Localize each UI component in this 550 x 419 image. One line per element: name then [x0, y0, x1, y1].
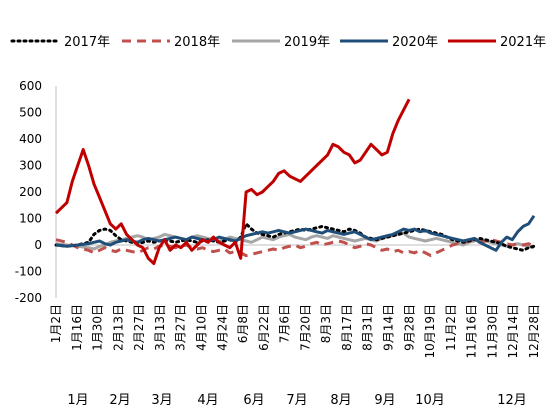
- legend-label: 2018年: [174, 35, 220, 50]
- x-axis: 1月2日 1月16日 1月30日 2月13日 2月27日 3月13日 3月27日 4月10日 4…: [49, 244, 541, 408]
- legend-label: 2019年: [284, 35, 330, 50]
- chart-legend: 2017年 2018年 2019年 2020年 2021年: [10, 35, 546, 50]
- x-tick-label: 11月30日: [485, 304, 499, 359]
- y-tick-label: 300: [19, 159, 42, 173]
- month-label: 8月: [330, 393, 351, 408]
- x-tick-label: 12月28日: [527, 304, 541, 359]
- x-tick-label: 10月19日: [423, 304, 437, 359]
- y-tick-label: 500: [19, 106, 42, 120]
- x-tick-label: 6月22日: [257, 304, 271, 351]
- y-tick-label: 600: [19, 79, 42, 93]
- x-tick-label: 8月17日: [340, 304, 354, 351]
- series-layer: [54, 98, 536, 266]
- y-tick-label: 100: [19, 212, 42, 226]
- x-tick-label: 4月24日: [215, 304, 229, 351]
- x-tick-label: 9月28日: [402, 304, 416, 351]
- legend-label: 2021年: [500, 35, 546, 50]
- month-label: 12月: [497, 393, 527, 408]
- x-tick-label: 7月6日: [278, 304, 292, 343]
- x-tick-label: 1月2日: [49, 304, 63, 343]
- x-tick-label: 1月16日: [70, 304, 84, 351]
- x-tick-label: 3月13日: [153, 304, 167, 351]
- x-tick-label: 8月3日: [319, 304, 333, 343]
- x-tick-label: 3月27日: [174, 304, 188, 351]
- x-tick-label: 1月30日: [91, 304, 105, 351]
- legend-label: 2017年: [64, 35, 110, 50]
- series-line-2021年: [54, 98, 411, 266]
- x-tick-label: 11月16日: [465, 304, 479, 359]
- series-line-2018年: [55, 238, 535, 258]
- y-axis: -200 -100 0 100 200 300 400 500 600: [15, 79, 57, 305]
- y-tick-label: -200: [15, 291, 42, 305]
- y-tick-label: 0: [34, 238, 42, 252]
- month-label: 4月: [197, 393, 218, 408]
- month-label: 2月: [109, 393, 130, 408]
- x-tick-label: 2月13日: [111, 304, 125, 351]
- x-tick-label: 8月31日: [361, 304, 375, 351]
- x-tick-label: 4月10日: [194, 304, 208, 351]
- x-tick-label: 9月14日: [382, 304, 396, 351]
- y-tick-label: 200: [19, 185, 42, 199]
- x-tick-label: 11月2日: [444, 304, 458, 351]
- x-tick-label: 6月8日: [236, 304, 250, 343]
- x-tick-label: 12月14日: [506, 304, 520, 359]
- month-label: 1月: [67, 393, 88, 408]
- y-tick-label: -100: [15, 265, 42, 279]
- month-label: 9月: [374, 393, 395, 408]
- legend-label: 2020年: [392, 35, 438, 50]
- month-label: 6月: [243, 393, 264, 408]
- month-label: 7月: [286, 393, 307, 408]
- y-tick-label: 400: [19, 132, 42, 146]
- month-label: 10月: [415, 393, 445, 408]
- x-tick-label: 2月27日: [132, 304, 146, 351]
- x-tick-label: 7月20日: [298, 304, 312, 351]
- series-line-2020年: [55, 214, 536, 252]
- month-label: 3月: [151, 393, 172, 408]
